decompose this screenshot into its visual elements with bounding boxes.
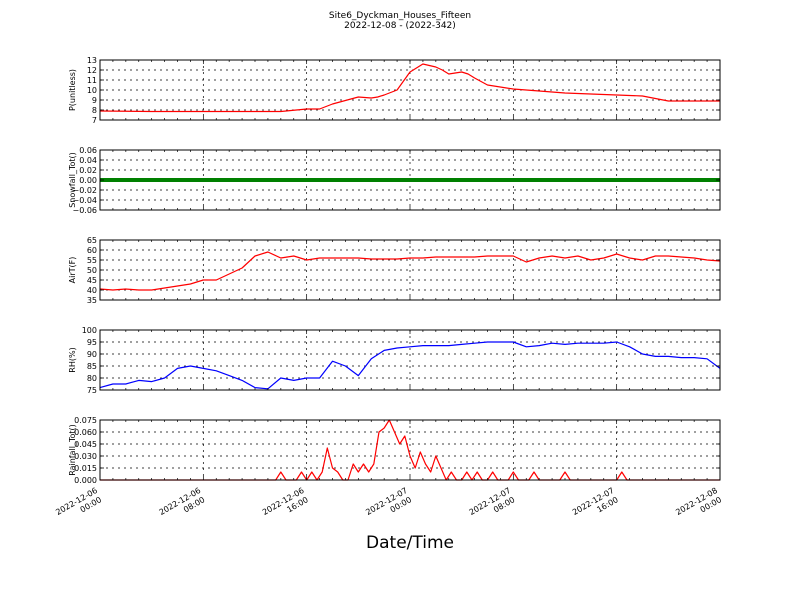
y-tick-label: 95: [87, 338, 97, 347]
x-tick-label: 2022-12-0708:00: [468, 486, 518, 526]
y-tick-label: 0.06: [79, 146, 97, 155]
y-tick-label: 0.00: [79, 176, 97, 185]
y-tick-label: 8: [92, 106, 97, 115]
y-tick-label: 0.02: [79, 166, 97, 175]
y-tick-label: 35: [87, 296, 97, 305]
y-tick-label: −0.02: [72, 186, 97, 195]
chart-subtitle: 2022-12-08 - (2022-342): [344, 21, 456, 31]
y-tick-label: 0.060: [74, 428, 97, 437]
y-tick-label: 0.04: [79, 156, 97, 165]
series-line-4: [99, 341, 721, 390]
y-tick-label: 65: [87, 236, 97, 245]
y-axis-label: AirT(F): [68, 257, 77, 284]
y-tick-label: 12: [87, 66, 97, 75]
y-axis-label: P(unitless): [68, 69, 77, 111]
y-tick-label: 9: [92, 96, 97, 105]
y-tick-label: 100: [82, 326, 97, 335]
series-line-3: [99, 251, 721, 291]
plot-frame-4: [99, 329, 721, 391]
x-tick-label: 2022-12-0608:00: [158, 486, 208, 526]
chart-title: Site6_Dyckman_Houses_Fifteen: [328, 11, 472, 21]
y-tick-label: 0.045: [74, 440, 97, 449]
x-tick-label: 2022-12-0600:00: [54, 486, 104, 526]
y-tick-label: 40: [87, 286, 97, 295]
y-tick-label: 90: [87, 350, 97, 359]
y-tick-label: 85: [87, 362, 97, 371]
y-tick-label: 0.030: [74, 452, 97, 461]
y-tick-label: 0.000: [74, 476, 97, 485]
y-tick-label: 0.075: [74, 416, 97, 425]
y-tick-label: −0.04: [72, 196, 97, 205]
y-tick-label: 55: [87, 256, 97, 265]
y-axis-label: Snowfall_Tot(): [68, 152, 77, 208]
plot-frame-3: [99, 239, 721, 301]
y-axis-label: RH(%): [68, 347, 77, 372]
y-tick-label: −0.06: [72, 206, 97, 215]
y-tick-label: 10: [87, 86, 97, 95]
y-tick-label: 80: [87, 374, 97, 383]
y-tick-label: 0.015: [74, 464, 97, 473]
x-tick-label: 2022-12-0716:00: [571, 486, 621, 526]
y-tick-label: 75: [87, 386, 97, 395]
y-tick-label: 60: [87, 246, 97, 255]
y-tick-label: 11: [87, 76, 97, 85]
x-tick-label: 2022-12-0700:00: [364, 486, 414, 526]
x-tick-label: 2022-12-0616:00: [261, 486, 311, 526]
y-tick-label: 45: [87, 276, 97, 285]
y-tick-label: 50: [87, 266, 97, 275]
y-tick-label: 7: [92, 116, 97, 125]
plot-frame-1: [99, 59, 721, 121]
y-tick-label: 13: [87, 56, 97, 65]
plot-frame-5: [99, 419, 721, 481]
x-axis-label: Date/Time: [366, 533, 454, 553]
y-axis-label: Rainfall_Tot(): [68, 424, 77, 476]
x-tick-label: 2022-12-0800:00: [674, 486, 724, 526]
plot-frame-2: [99, 149, 721, 211]
series-line-1: [99, 63, 720, 113]
